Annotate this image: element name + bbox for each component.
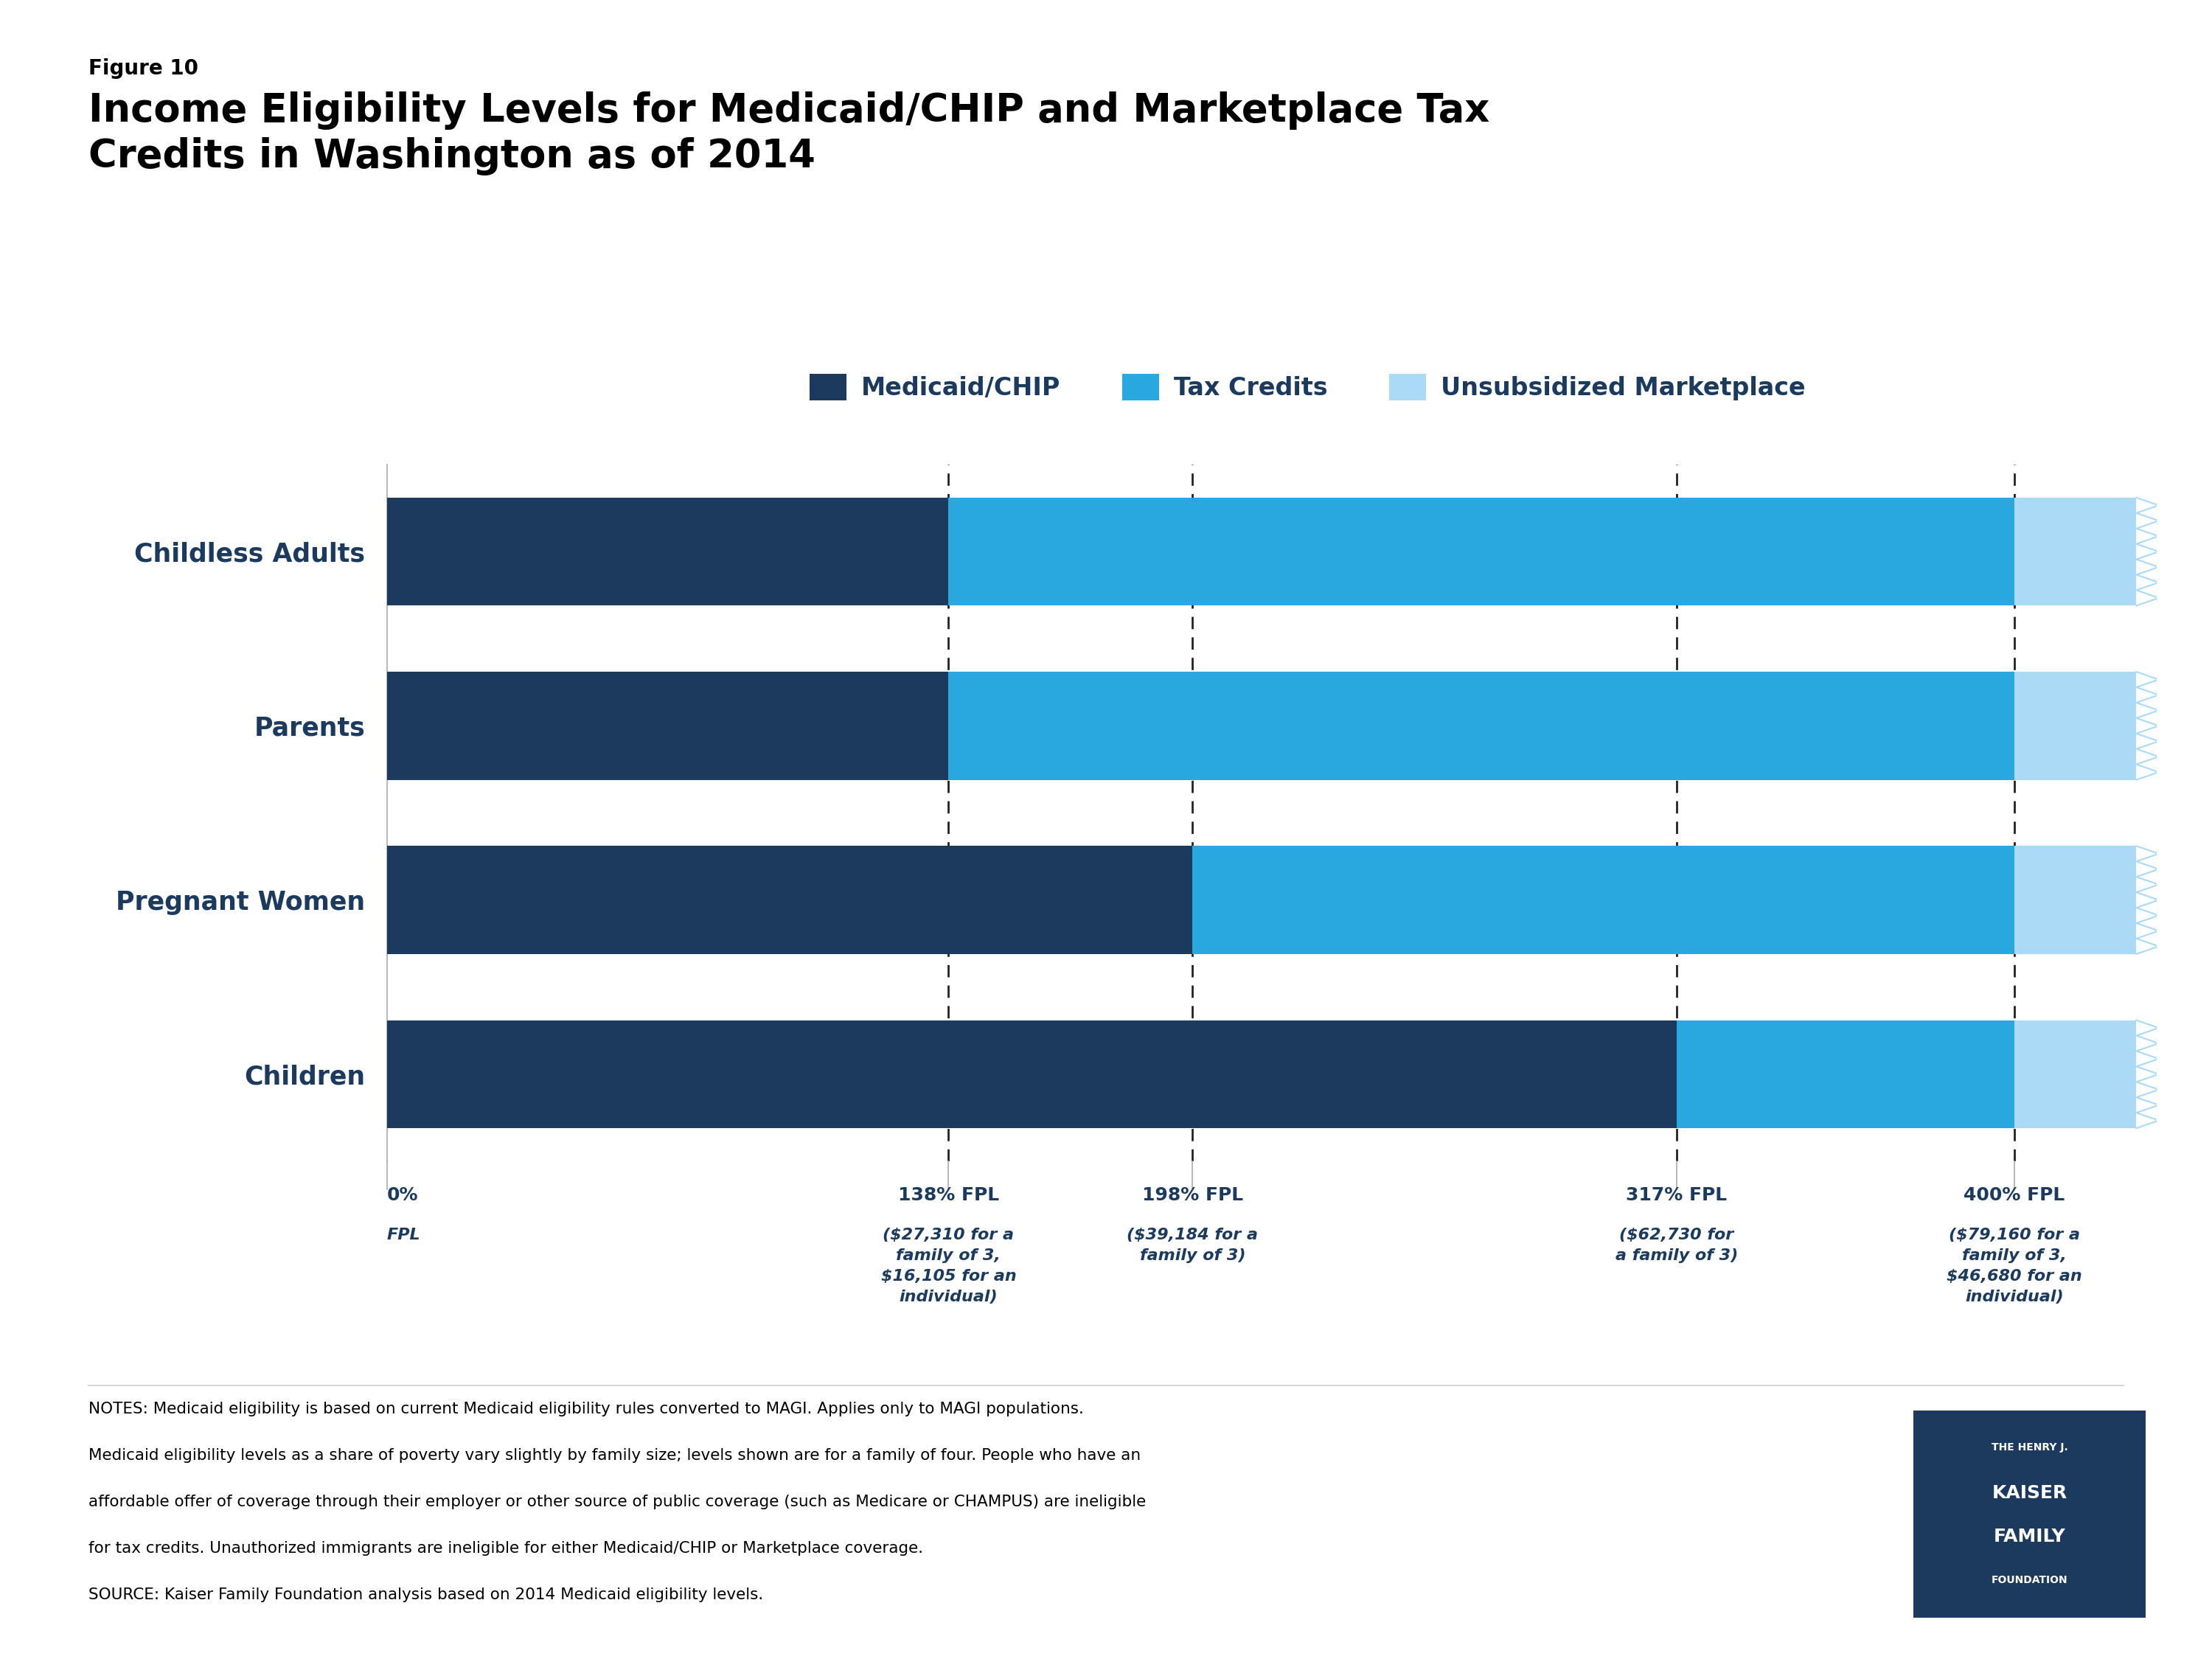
Bar: [2015, 498, 2137, 606]
Bar: [949, 672, 2015, 780]
Text: FOUNDATION: FOUNDATION: [1991, 1574, 2068, 1586]
Text: for tax credits. Unauthorized immigrants are ineligible for either Medicaid/CHIP: for tax credits. Unauthorized immigrants…: [88, 1541, 922, 1556]
Bar: [387, 846, 1192, 954]
Text: ($79,160 for a
family of 3,
$46,680 for an
individual): ($79,160 for a family of 3, $46,680 for …: [1947, 1228, 2081, 1304]
Text: THE HENRY J.: THE HENRY J.: [1991, 1442, 2068, 1453]
Text: KAISER: KAISER: [1991, 1485, 2068, 1501]
Polygon shape: [2137, 1012, 2212, 1136]
Text: FPL: FPL: [387, 1228, 420, 1243]
Text: Income Eligibility Levels for Medicaid/CHIP and Marketplace Tax
Credits in Washi: Income Eligibility Levels for Medicaid/C…: [88, 91, 1489, 176]
Text: 0%: 0%: [387, 1186, 418, 1204]
Text: NOTES: Medicaid eligibility is based on current Medicaid eligibility rules conve: NOTES: Medicaid eligibility is based on …: [88, 1402, 1084, 1417]
Bar: [949, 498, 2015, 606]
Text: ($62,730 for
a family of 3): ($62,730 for a family of 3): [1615, 1228, 1739, 1262]
Legend: Medicaid/CHIP, Tax Credits, Unsubsidized Marketplace: Medicaid/CHIP, Tax Credits, Unsubsidized…: [801, 363, 1814, 410]
Bar: [2015, 846, 2137, 954]
Text: ($27,310 for a
family of 3,
$16,105 for an
individual): ($27,310 for a family of 3, $16,105 for …: [880, 1228, 1015, 1304]
Text: 138% FPL: 138% FPL: [898, 1186, 1000, 1204]
Polygon shape: [2137, 838, 2212, 962]
Text: 198% FPL: 198% FPL: [1141, 1186, 1243, 1204]
Bar: [1192, 846, 2015, 954]
Bar: [387, 1020, 1677, 1128]
Text: Figure 10: Figure 10: [88, 58, 199, 78]
Polygon shape: [2137, 489, 2212, 614]
Text: affordable offer of coverage through their employer or other source of public co: affordable offer of coverage through the…: [88, 1495, 1146, 1510]
Text: FAMILY: FAMILY: [1993, 1528, 2066, 1546]
Text: Medicaid eligibility levels as a share of poverty vary slightly by family size; : Medicaid eligibility levels as a share o…: [88, 1448, 1141, 1463]
Text: ($39,184 for a
family of 3): ($39,184 for a family of 3): [1126, 1228, 1259, 1262]
Text: 400% FPL: 400% FPL: [1964, 1186, 2066, 1204]
Bar: [1677, 1020, 2015, 1128]
Text: 317% FPL: 317% FPL: [1626, 1186, 1728, 1204]
Bar: [387, 498, 949, 606]
Bar: [2015, 1020, 2137, 1128]
Polygon shape: [2137, 664, 2212, 788]
Bar: [2015, 672, 2137, 780]
Bar: [387, 672, 949, 780]
Text: SOURCE: Kaiser Family Foundation analysis based on 2014 Medicaid eligibility lev: SOURCE: Kaiser Family Foundation analysi…: [88, 1588, 763, 1603]
